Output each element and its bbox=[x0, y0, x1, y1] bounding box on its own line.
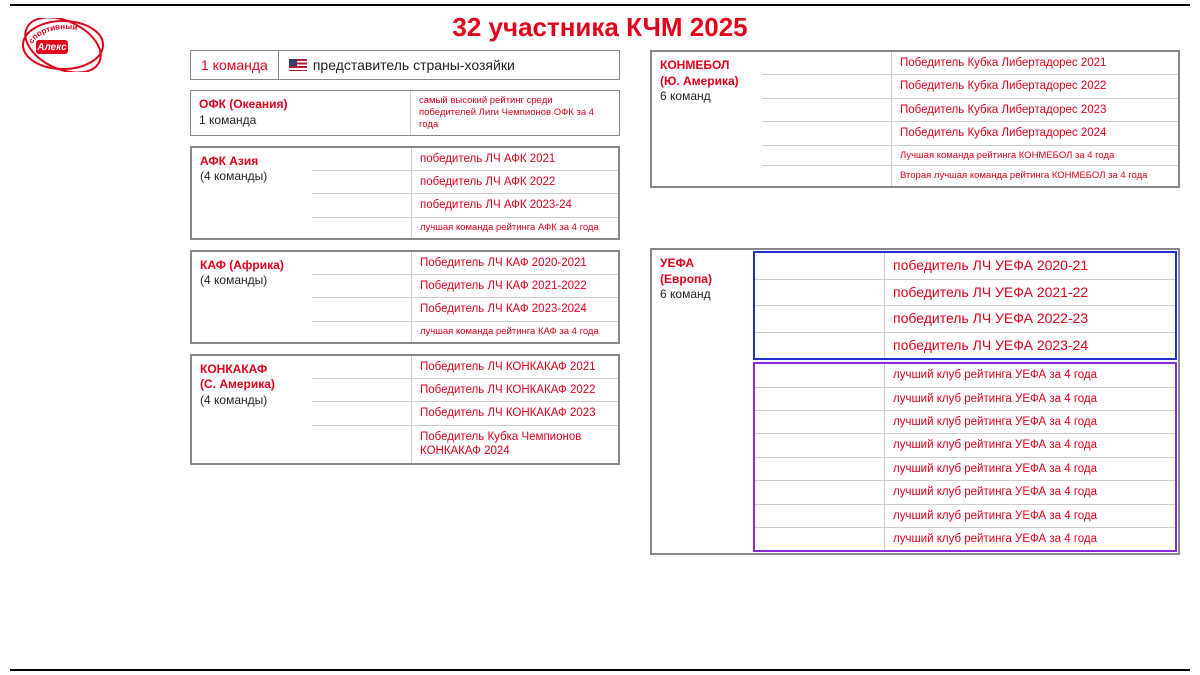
uefa-row: победитель ЛЧ УЕФА 2021-22 bbox=[885, 280, 1175, 306]
caf-row: Победитель ЛЧ КАФ 2020-2021 bbox=[412, 252, 618, 274]
uefa-row: лучший клуб рейтинга УЕФА за 4 года bbox=[885, 364, 1175, 386]
uefa-block: УЕФА (Европа) 6 команд победитель ЛЧ УЕФ… bbox=[650, 248, 1180, 555]
conmebol-row: Победитель Кубка Либертадорес 2024 bbox=[892, 122, 1178, 144]
afc-block: АФК Азия (4 команды) победитель ЛЧ АФК 2… bbox=[190, 146, 620, 240]
caf-row: Победитель ЛЧ КАФ 2021-2022 bbox=[412, 275, 618, 297]
usa-flag-icon bbox=[289, 59, 307, 71]
afc-row: победитель ЛЧ АФК 2021 bbox=[412, 148, 618, 170]
host-label: 1 команда bbox=[191, 51, 279, 79]
concacaf-row: Победитель ЛЧ КОНКАКАФ 2022 bbox=[412, 379, 618, 401]
uefa-row: лучший клуб рейтинга УЕФА за 4 года bbox=[885, 388, 1175, 410]
concacaf-sub: (С. Америка) bbox=[200, 377, 304, 393]
page-title: 32 участника КЧМ 2025 bbox=[0, 0, 1200, 43]
concacaf-count: (4 команды) bbox=[200, 393, 304, 409]
afc-row: лучшая команда рейтинга АФК за 4 года bbox=[412, 218, 618, 238]
conmebol-block: КОНМЕБОЛ (Ю. Америка) 6 команд Победител… bbox=[650, 50, 1180, 188]
content-area: 1 команда представитель страны-хозяйки О… bbox=[190, 50, 1180, 663]
afc-row: победитель ЛЧ АФК 2023-24 bbox=[412, 194, 618, 216]
ofc-count: 1 команда bbox=[199, 113, 303, 129]
conmebol-row: Победитель Кубка Либертадорес 2023 bbox=[892, 99, 1178, 121]
uefa-row: лучший клуб рейтинга УЕФА за 4 года bbox=[885, 505, 1175, 527]
uefa-row: победитель ЛЧ УЕФА 2020-21 bbox=[885, 253, 1175, 279]
uefa-row: лучший клуб рейтинга УЕФА за 4 года bbox=[885, 481, 1175, 503]
caf-row: лучшая команда рейтинга КАФ за 4 года bbox=[412, 322, 618, 342]
uefa-row: победитель ЛЧ УЕФА 2022-23 bbox=[885, 306, 1175, 332]
channel-logo: спортивный Алекс bbox=[20, 18, 106, 72]
afc-row: победитель ЛЧ АФК 2022 bbox=[412, 171, 618, 193]
uefa-head: УЕФА (Европа) 6 команд bbox=[652, 250, 752, 553]
uefa-champions-block: победитель ЛЧ УЕФА 2020-21 победитель ЛЧ… bbox=[753, 251, 1177, 360]
concacaf-row: Победитель Кубка Чемпионов КОНКАКАФ 2024 bbox=[412, 426, 618, 463]
uefa-row: лучший клуб рейтинга УЕФА за 4 года bbox=[885, 528, 1175, 550]
uefa-count: 6 команд bbox=[660, 287, 744, 303]
uefa-row: победитель ЛЧ УЕФА 2023-24 bbox=[885, 333, 1175, 359]
conmebol-head: КОНМЕБОЛ (Ю. Америка) 6 команд bbox=[652, 52, 762, 186]
uefa-name: УЕФА bbox=[660, 256, 744, 272]
conmebol-row: Вторая лучшая команда рейтинга КОНМЕБОЛ … bbox=[892, 166, 1178, 186]
svg-text:Алекс: Алекс bbox=[36, 42, 67, 53]
afc-name: АФК Азия bbox=[200, 154, 304, 170]
afc-count: (4 команды) bbox=[200, 169, 304, 185]
bottom-rule bbox=[10, 669, 1190, 671]
host-block: 1 команда представитель страны-хозяйки bbox=[190, 50, 620, 80]
ofc-head: ОФК (Океания) 1 команда bbox=[191, 91, 311, 135]
ofc-block: ОФК (Океания) 1 команда самый высокий ре… bbox=[190, 90, 620, 136]
concacaf-head: КОНКАКАФ (С. Америка) (4 команды) bbox=[192, 356, 312, 463]
uefa-sub: (Европа) bbox=[660, 272, 744, 288]
caf-block: КАФ (Африка) (4 команды) Победитель ЛЧ К… bbox=[190, 250, 620, 344]
uefa-ranking-block: лучший клуб рейтинга УЕФА за 4 года лучш… bbox=[753, 362, 1177, 552]
concacaf-block: КОНКАКАФ (С. Америка) (4 команды) Победи… bbox=[190, 354, 620, 465]
uefa-row: лучший клуб рейтинга УЕФА за 4 года bbox=[885, 458, 1175, 480]
concacaf-row: Победитель ЛЧ КОНКАКАФ 2023 bbox=[412, 402, 618, 424]
caf-head: КАФ (Африка) (4 команды) bbox=[192, 252, 312, 342]
conmebol-row: Победитель Кубка Либертадорес 2022 bbox=[892, 75, 1178, 97]
ofc-row: самый высокий рейтинг среди победителей … bbox=[411, 91, 619, 135]
concacaf-row: Победитель ЛЧ КОНКАКАФ 2021 bbox=[412, 356, 618, 378]
host-text: представитель страны-хозяйки bbox=[313, 51, 525, 79]
right-column: КОНМЕБОЛ (Ю. Америка) 6 команд Победител… bbox=[650, 50, 1180, 663]
conmebol-row: Лучшая команда рейтинга КОНМЕБОЛ за 4 го… bbox=[892, 146, 1178, 166]
afc-head: АФК Азия (4 команды) bbox=[192, 148, 312, 238]
top-rule bbox=[10, 4, 1190, 6]
conmebol-row: Победитель Кубка Либертадорес 2021 bbox=[892, 52, 1178, 74]
conmebol-count: 6 команд bbox=[660, 89, 754, 105]
caf-row: Победитель ЛЧ КАФ 2023-2024 bbox=[412, 298, 618, 320]
uefa-row: лучший клуб рейтинга УЕФА за 4 года bbox=[885, 411, 1175, 433]
conmebol-sub: (Ю. Америка) bbox=[660, 74, 754, 90]
caf-name: КАФ (Африка) bbox=[200, 258, 304, 274]
left-column: 1 команда представитель страны-хозяйки О… bbox=[190, 50, 620, 663]
ofc-name: ОФК (Океания) bbox=[199, 97, 303, 113]
uefa-row: лучший клуб рейтинга УЕФА за 4 года bbox=[885, 434, 1175, 456]
conmebol-name: КОНМЕБОЛ bbox=[660, 58, 754, 74]
concacaf-name: КОНКАКАФ bbox=[200, 362, 304, 378]
caf-count: (4 команды) bbox=[200, 273, 304, 289]
